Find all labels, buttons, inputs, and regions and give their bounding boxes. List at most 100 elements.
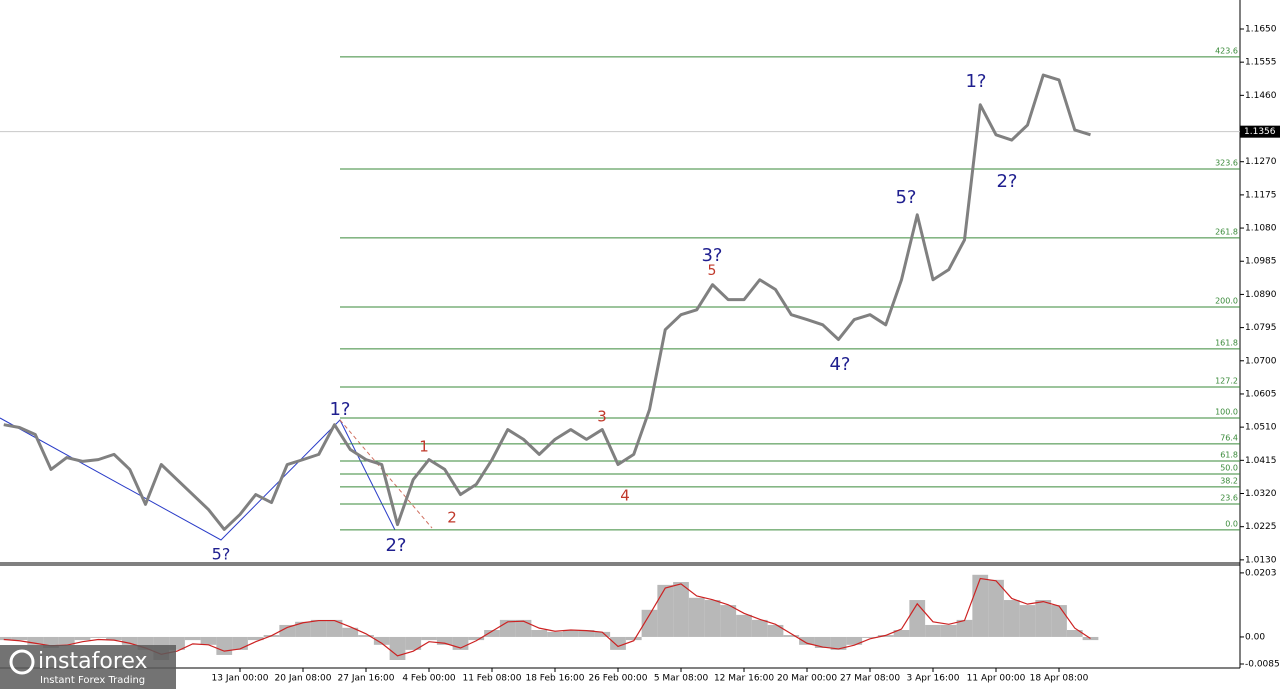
histogram-bar bbox=[389, 636, 406, 660]
y-tick-label: 1.1555 bbox=[1245, 58, 1277, 68]
x-tick-label: 11 Apr 00:00 bbox=[967, 674, 1026, 684]
histogram-bar bbox=[956, 619, 973, 637]
histogram-bar bbox=[830, 636, 847, 650]
histogram-bar bbox=[1035, 600, 1052, 637]
histogram-bar bbox=[515, 619, 532, 637]
histogram-bar bbox=[688, 597, 705, 637]
histogram-bar bbox=[232, 636, 248, 650]
histogram-bar bbox=[877, 635, 894, 637]
histogram-bar bbox=[767, 624, 784, 637]
signal-line bbox=[3, 577, 1091, 657]
wave-label: 3 bbox=[597, 408, 607, 426]
y-tick-label: 1.0415 bbox=[1245, 456, 1277, 466]
x-tick-label: 12 Mar 16:00 bbox=[714, 674, 774, 684]
last-price-box bbox=[1240, 125, 1280, 138]
histogram-bar bbox=[310, 619, 327, 637]
histogram-bar bbox=[90, 636, 107, 638]
histogram-bar bbox=[783, 635, 800, 637]
y-tick-label: 1.0985 bbox=[1245, 257, 1277, 267]
histogram-bar bbox=[1066, 630, 1083, 637]
y-tick-label: 0.0203 bbox=[1245, 568, 1277, 578]
fib-label: 76.4 bbox=[1220, 433, 1238, 442]
histogram-bar bbox=[547, 631, 563, 637]
histogram-bar bbox=[799, 636, 815, 645]
y-tick-label: 1.0320 bbox=[1245, 489, 1277, 499]
histogram-bar bbox=[295, 621, 311, 637]
histogram-bar bbox=[625, 636, 642, 641]
histogram-bar bbox=[641, 609, 658, 637]
logo-icon bbox=[9, 649, 35, 675]
y-tick-label: 0.00 bbox=[1245, 632, 1265, 642]
x-tick-label: 26 Feb 00:00 bbox=[588, 674, 647, 684]
y-tick-label: 1.1080 bbox=[1245, 224, 1277, 234]
histogram-bar bbox=[326, 619, 343, 637]
histogram-bar bbox=[704, 600, 721, 637]
histogram-bar bbox=[0, 636, 12, 641]
histogram-bar bbox=[106, 636, 122, 641]
histogram-bar bbox=[405, 636, 422, 650]
histogram-bar bbox=[909, 600, 926, 637]
fib-label: 100.0 bbox=[1215, 408, 1238, 417]
histogram-bar bbox=[58, 636, 75, 645]
histogram-bar bbox=[720, 605, 737, 637]
price-line bbox=[3, 73, 1091, 531]
x-tick-label: 18 Apr 08:00 bbox=[1030, 674, 1089, 684]
histogram-bar bbox=[578, 630, 595, 637]
histogram-bar bbox=[358, 635, 374, 637]
fib-label: 200.0 bbox=[1215, 296, 1238, 305]
fib-label: 127.2 bbox=[1215, 376, 1238, 385]
x-tick-label: 11 Feb 08:00 bbox=[462, 674, 521, 684]
y-tick-label: 1.1650 bbox=[1245, 24, 1277, 34]
x-tick-label: 27 Jan 16:00 bbox=[338, 674, 395, 684]
histogram-bar bbox=[436, 636, 453, 645]
histogram-bar bbox=[373, 636, 390, 645]
wave-label: 2 bbox=[447, 509, 457, 527]
x-tick-label: 3 Apr 16:00 bbox=[907, 674, 960, 684]
histogram-bar bbox=[74, 636, 91, 641]
histogram-bar bbox=[216, 636, 233, 655]
histogram-bar bbox=[862, 636, 878, 638]
y-tick-label: 1.0225 bbox=[1245, 522, 1277, 532]
histogram-bar bbox=[657, 584, 674, 637]
histogram-bar bbox=[421, 636, 437, 641]
y-tick-label: 1.0510 bbox=[1245, 423, 1277, 433]
y-tick-label: 1.0130 bbox=[1245, 555, 1277, 565]
wave-label: 1? bbox=[965, 71, 986, 92]
histogram-bar bbox=[121, 636, 138, 645]
histogram-bar bbox=[610, 636, 626, 650]
histogram-bar bbox=[925, 624, 941, 637]
y-tick-label: 1.0605 bbox=[1245, 389, 1277, 399]
histogram-bar bbox=[200, 636, 217, 645]
tagline: Instant Forex Trading bbox=[40, 675, 145, 686]
wave-label: 5? bbox=[212, 545, 231, 564]
histogram-bar bbox=[184, 636, 201, 641]
wave-label: 3? bbox=[701, 245, 722, 266]
y-tick-label: 1.1175 bbox=[1245, 190, 1277, 200]
histogram-bar bbox=[736, 614, 752, 637]
histogram-bar bbox=[814, 636, 831, 648]
brand: instaforex bbox=[38, 649, 148, 674]
x-tick-label: 20 Jan 08:00 bbox=[275, 674, 332, 684]
y-tick-label: 1.0700 bbox=[1245, 356, 1277, 366]
histogram-bar bbox=[1019, 605, 1036, 637]
histogram-bar bbox=[531, 630, 548, 637]
wave-label: 2? bbox=[996, 171, 1017, 192]
histogram-bar bbox=[11, 636, 28, 641]
fib-label: 161.8 bbox=[1215, 338, 1238, 347]
histogram-bar bbox=[27, 636, 44, 645]
fib-label: 261.8 bbox=[1215, 227, 1238, 236]
histogram-bar bbox=[972, 574, 989, 637]
histogram-bar bbox=[988, 579, 1004, 637]
wave-label: 1 bbox=[419, 438, 429, 456]
fib-label: 61.8 bbox=[1220, 451, 1238, 460]
fib-label: 50.0 bbox=[1220, 463, 1238, 472]
last-price-label: 1.1356 bbox=[1244, 127, 1276, 137]
histogram-bar bbox=[279, 624, 296, 637]
histogram-bar bbox=[247, 636, 264, 641]
wave-label: 4 bbox=[620, 487, 630, 505]
histogram-bar bbox=[846, 636, 863, 645]
wave-label: 2? bbox=[385, 535, 406, 556]
